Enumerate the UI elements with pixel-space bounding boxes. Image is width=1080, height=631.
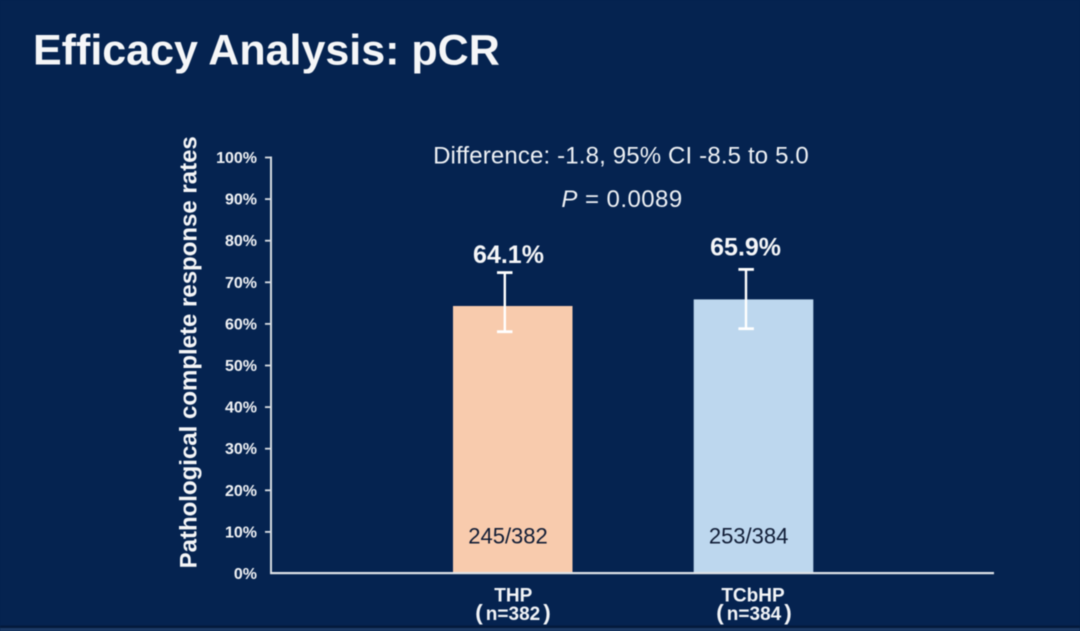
svg-text:50%: 50% xyxy=(225,358,257,375)
svg-text:Efficacy Analysis: pCR: Efficacy Analysis: pCR xyxy=(33,27,500,75)
svg-text:10%: 10% xyxy=(225,524,257,541)
svg-text:253/384: 253/384 xyxy=(709,524,789,549)
svg-text:20%: 20% xyxy=(225,483,257,500)
svg-text:(n=382): (n=382) xyxy=(475,600,550,625)
svg-text:245/382: 245/382 xyxy=(468,524,548,549)
svg-text:30%: 30% xyxy=(225,441,257,458)
svg-text:TCbHP: TCbHP xyxy=(721,586,785,607)
svg-text:60%: 60% xyxy=(225,316,257,333)
svg-text:0%: 0% xyxy=(234,566,257,583)
svg-text:100%: 100% xyxy=(216,150,257,167)
svg-text:64.1%: 64.1% xyxy=(473,241,544,269)
svg-text:(n=384): (n=384) xyxy=(716,600,791,625)
svg-text:Difference: -1.8, 95% CI -8.5: Difference: -1.8, 95% CI -8.5 to 5.0 xyxy=(433,142,809,169)
svg-text:Pathological complete response: Pathological complete response rates xyxy=(176,136,203,568)
svg-text:90%: 90% xyxy=(225,192,257,209)
svg-text:P = 0.0089: P = 0.0089 xyxy=(561,186,682,213)
svg-text:70%: 70% xyxy=(225,275,257,292)
svg-text:40%: 40% xyxy=(225,400,257,417)
svg-text:THP: THP xyxy=(494,586,532,607)
svg-text:80%: 80% xyxy=(225,233,257,250)
svg-text:65.9%: 65.9% xyxy=(710,234,781,262)
